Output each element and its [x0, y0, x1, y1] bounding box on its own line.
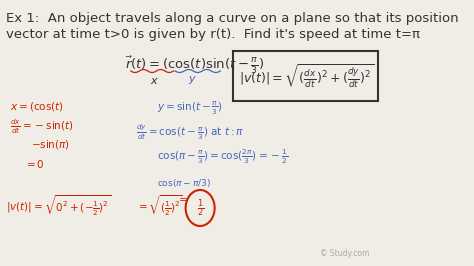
- Text: $|v(t)|=\sqrt{(\frac{dx}{dt})^2+(\frac{dy}{dt})^2}$: $|v(t)|=\sqrt{(\frac{dx}{dt})^2+(\frac{d…: [239, 62, 374, 90]
- Text: y: y: [189, 74, 195, 84]
- Text: $|v(t)|=\sqrt{0^2+(-\frac{1}{2})^2}$: $|v(t)|=\sqrt{0^2+(-\frac{1}{2})^2}$: [7, 193, 111, 218]
- Text: © Study.com: © Study.com: [320, 249, 370, 258]
- Text: $= \sqrt{(\frac{1}{2})^2}$: $= \sqrt{(\frac{1}{2})^2}$: [136, 193, 182, 218]
- Text: $y = \sin(t - \frac{\pi}{3})$: $y = \sin(t - \frac{\pi}{3})$: [157, 100, 223, 117]
- Text: $-\sin(\pi)$: $-\sin(\pi)$: [31, 138, 70, 151]
- Text: $\cos(\pi - \frac{\pi}{3}) = \cos(\frac{2\pi}{3}) = -\frac{1}{2}$: $\cos(\pi - \frac{\pi}{3}) = \cos(\frac{…: [157, 148, 289, 167]
- Text: $=$: $=$: [176, 193, 188, 203]
- Text: $\cos(\pi - \pi/3)$: $\cos(\pi - \pi/3)$: [157, 177, 211, 189]
- Text: Ex 1:  An object travels along a curve on a plane so that its position: Ex 1: An object travels along a curve on…: [7, 12, 459, 25]
- Text: vector at time t>0 is given by r(t).  Find it's speed at time t=π: vector at time t>0 is given by r(t). Fin…: [7, 28, 420, 41]
- Text: $x = (\cos(t)$: $x = (\cos(t)$: [9, 100, 64, 113]
- Text: x: x: [150, 76, 156, 86]
- Text: $\frac{dx}{dt} = -\sin(t)$: $\frac{dx}{dt} = -\sin(t)$: [9, 118, 73, 136]
- Text: $= 0$: $= 0$: [24, 158, 45, 170]
- Text: $\vec{r}(t)=(\cos(t)\sin(t-\frac{\pi}{3})$: $\vec{r}(t)=(\cos(t)\sin(t-\frac{\pi}{3}…: [125, 55, 264, 76]
- Text: $\frac{1}{2}$: $\frac{1}{2}$: [197, 197, 204, 219]
- FancyBboxPatch shape: [233, 51, 379, 101]
- Text: $\frac{dy}{dt} = \cos(t - \frac{\pi}{3})$ at $t: \pi$: $\frac{dy}{dt} = \cos(t - \frac{\pi}{3})…: [136, 122, 244, 142]
